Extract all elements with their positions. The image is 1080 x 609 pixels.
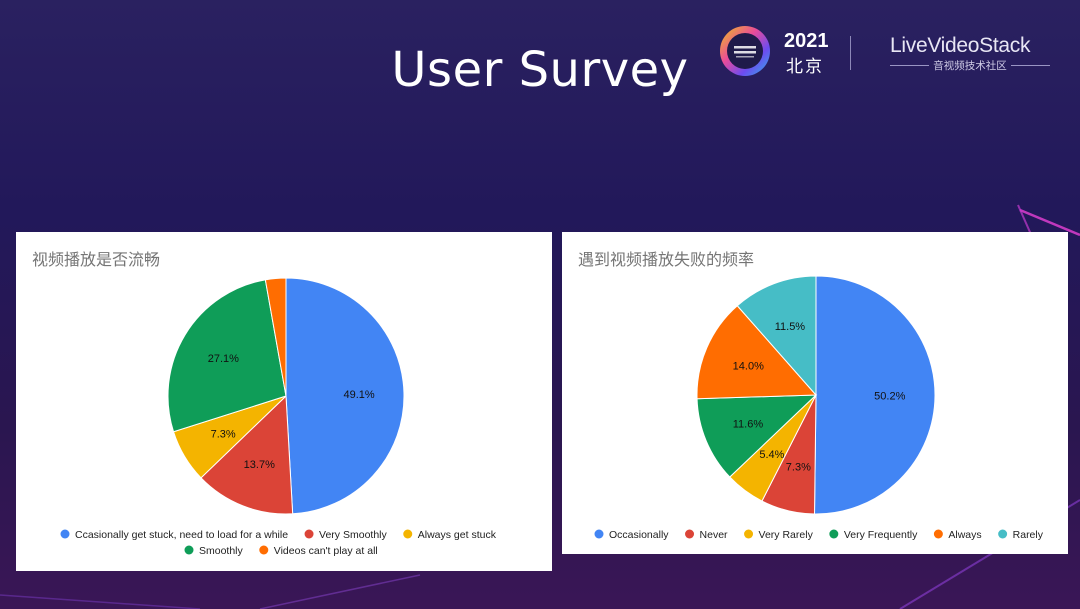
legend-label: Occasionally [609, 529, 669, 541]
logo-divider [850, 36, 851, 70]
legend-label: Very Rarely [759, 529, 814, 541]
legend-label: Ccasionally get stuck, need to load for … [75, 529, 288, 541]
pie-chart-failure-frequency: 50.2% 7.3%5.4% 11.6% 14.0% 11.5% Occasionally… [594, 275, 1044, 541]
logo-city: 北京 [786, 57, 824, 77]
slice-data-label: 7.3% [786, 462, 811, 474]
pie-slice [696, 394, 818, 478]
slide-title: User Survey [391, 42, 689, 98]
slice-data-label: 13.7% [244, 459, 275, 471]
legend-label: Smoothly [199, 545, 244, 557]
legend-marker [594, 529, 604, 539]
pie-slice [696, 305, 818, 400]
conference-logo-icon [720, 26, 770, 76]
pie-slice [813, 275, 936, 515]
slice-data-label: 50.2% [874, 390, 905, 402]
legend-marker [259, 545, 269, 555]
legend-label: Always get stuck [418, 529, 497, 541]
slice-data-label: 7.3% [211, 428, 236, 440]
brand-name: LiveVideoStack [890, 34, 1031, 57]
chart-title: 遇到视频播放失败的频率 [578, 250, 755, 269]
pie-slice [167, 279, 287, 433]
legend-label: Always [948, 529, 981, 541]
slice-data-label: 5.4% [759, 449, 784, 461]
pie-chart-smoothness: 49.1% 13.7% 7.3% 27.1% Ccasionally get stuck… [60, 277, 497, 557]
chart-title: 视频播放是否流畅 [32, 250, 161, 269]
brand-subtitle-text: 音视频技术社区 [933, 60, 1007, 72]
slice-data-label: 14.0% [733, 361, 764, 373]
legend-marker [184, 545, 194, 555]
legend-label: Videos can't play at all [274, 545, 378, 557]
slice-data-label: 11.6% [733, 418, 764, 430]
legend-marker [60, 529, 70, 539]
legend-marker [403, 529, 413, 539]
pie-slice [200, 394, 294, 515]
event-logo: 2021 北京 LiveVideoStack 音视频技术社区 [718, 24, 1058, 84]
legend-label: Rarely [1013, 529, 1044, 541]
slice-data-label: 11.5% [775, 321, 806, 333]
legend-marker [829, 529, 839, 539]
legend-marker [304, 529, 314, 539]
legend-marker [744, 529, 754, 539]
pie-slice [285, 277, 405, 515]
legend-marker [998, 529, 1008, 539]
pie-slice [736, 275, 817, 397]
pie-slice [264, 277, 287, 397]
chart-panel-failure-frequency: 遇到视频播放失败的频率 50.2% 7.3% 5.4% 11.6% 14.0% 11.5%… [562, 232, 1068, 554]
legend-label: Very Smoothly [319, 529, 387, 541]
legend-label: Very Frequently [844, 529, 918, 541]
legend-marker [685, 529, 695, 539]
slice-data-label: 49.1% [344, 389, 375, 401]
slice-data-label: 27.1% [208, 353, 239, 365]
logo-year: 2021 [784, 30, 829, 52]
brand-subtitle: 音视频技术社区 [890, 58, 1050, 73]
legend-marker [933, 529, 943, 539]
legend-label: Never [700, 529, 729, 541]
chart-panel-smoothness: 视频播放是否流畅 49.1% 13.7% 7.3% 27.1% Ccasionally … [16, 232, 552, 571]
